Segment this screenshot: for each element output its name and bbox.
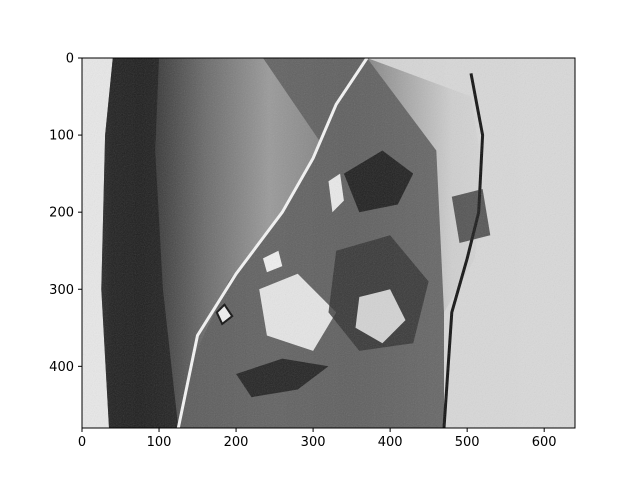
y-tick-label: 100: [49, 129, 74, 144]
x-tick-label: 200: [224, 435, 249, 450]
x-tick-label: 500: [455, 435, 480, 450]
y-axis: 0 100 200 300 400: [49, 52, 82, 375]
x-axis: 0 100 200 300 400 500 600: [78, 428, 557, 450]
y-tick-label: 200: [49, 206, 74, 221]
y-tick-label: 0: [66, 52, 74, 67]
x-tick-label: 0: [78, 435, 86, 450]
noise-texture: [82, 58, 575, 428]
x-tick-label: 100: [147, 435, 172, 450]
y-tick-label: 400: [49, 360, 74, 375]
x-tick-label: 300: [301, 435, 326, 450]
x-tick-label: 600: [532, 435, 557, 450]
heatmap-image: [82, 58, 575, 428]
y-tick-label: 300: [49, 283, 74, 298]
axes-frame: [81, 57, 576, 429]
x-tick-label: 400: [378, 435, 403, 450]
